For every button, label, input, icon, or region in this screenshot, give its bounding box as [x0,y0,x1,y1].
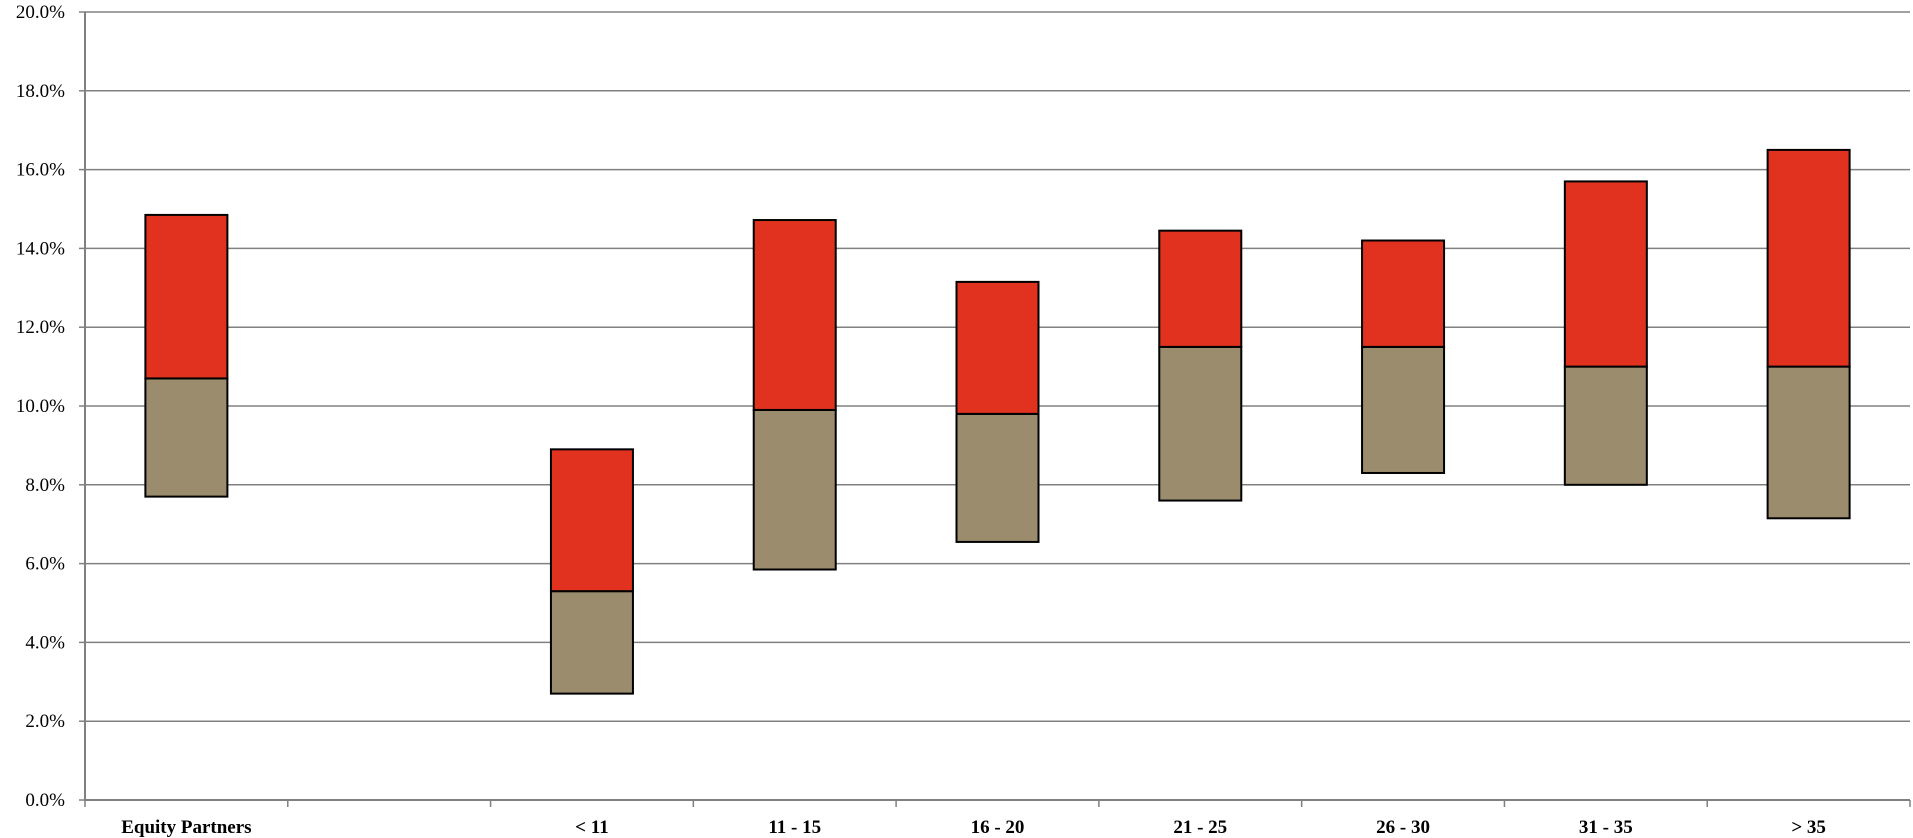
bar-upper-segment [1766,148,1851,368]
y-tick-label: 14.0% [16,238,65,259]
bar-upper-segment [144,213,229,380]
x-category-label: 31 - 35 [1579,817,1633,838]
y-tick-label: 6.0% [25,554,65,575]
bars [144,148,1851,695]
y-tick-label: 2.0% [25,711,65,732]
x-axis-category-labels: Equity Partners < 11 11 - 15 16 - 20 21 - 25… [121,817,1826,838]
bar-upper-segment [955,280,1040,415]
bar-upper-segment [1361,239,1446,348]
x-category-label: > 35 [1791,817,1826,838]
x-category-label: 21 - 25 [1173,817,1227,838]
bar-upper-segment [549,448,634,593]
y-tick-label: 4.0% [25,632,65,653]
bar-lower-segment [1563,365,1648,486]
y-tick-label: 20.0% [16,2,65,23]
bar-upper-segment [752,219,837,411]
bar-upper-segment [1158,229,1243,348]
y-tick-label: 12.0% [16,317,65,338]
y-tick-label: 8.0% [25,475,65,496]
x-category-label: 16 - 20 [971,817,1025,838]
x-category-label: 26 - 30 [1376,817,1430,838]
bar-lower-segment [549,590,634,695]
y-tick-label: 18.0% [16,81,65,102]
y-tick-label: 0.0% [25,790,65,811]
y-axis-tick-labels: 0.0% 2.0% 4.0% 6.0% 8.0% 10.0% 12.0% 14.0% 16.0%… [16,2,65,811]
bar-lower-segment [955,412,1040,543]
bar-lower-segment [1766,365,1851,520]
x-category-label: < 11 [575,817,609,838]
bar-lower-segment [144,377,229,498]
bar-upper-segment [1563,180,1648,368]
y-tick-label: 10.0% [16,396,65,417]
axes [84,12,1911,807]
bar-lower-segment [1361,345,1446,474]
y-tick-label: 16.0% [16,160,65,181]
x-category-label: 11 - 15 [768,817,821,838]
bar-lower-segment [1158,345,1243,502]
x-category-label: Equity Partners [121,817,251,838]
bar-lower-segment [752,408,837,571]
